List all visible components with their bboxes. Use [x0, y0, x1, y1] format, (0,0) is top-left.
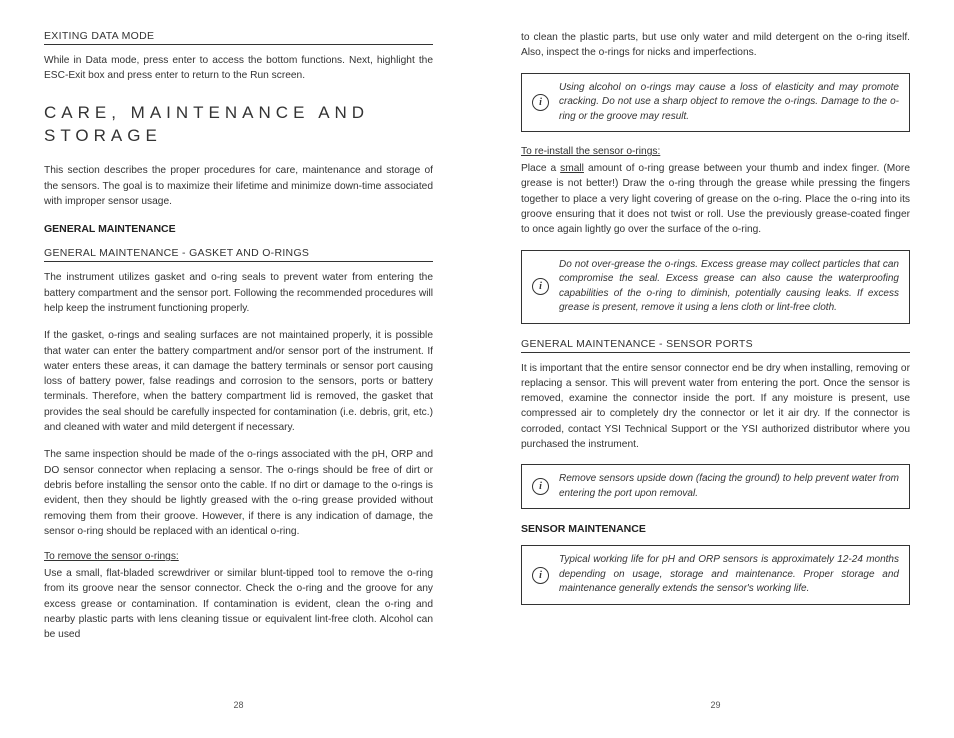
bold-header-sensor: SENSOR MAINTENANCE	[521, 523, 910, 535]
callout-text: Remove sensors upside down (facing the g…	[559, 472, 899, 501]
body-text: Place a small amount of o-ring grease be…	[521, 161, 910, 237]
intro-text: This section describes the proper proced…	[44, 163, 433, 209]
page-number-right: 29	[521, 700, 910, 738]
section-header-exiting: EXITING DATA MODE	[44, 30, 433, 45]
info-icon: i	[532, 278, 549, 295]
main-title-line1: CARE, MAINTENANCE AND	[44, 103, 369, 122]
callout-working-life: i Typical working life for pH and ORP se…	[521, 545, 910, 605]
info-icon: i	[532, 478, 549, 495]
body-text: If the gasket, o-rings and sealing surfa…	[44, 328, 433, 435]
callout-grease: i Do not over-grease the o-rings. Excess…	[521, 250, 910, 324]
right-page: to clean the plastic parts, but use only…	[477, 30, 954, 738]
left-page-content: EXITING DATA MODE While in Data mode, pr…	[44, 30, 433, 700]
callout-alcohol: i Using alcohol on o-rings may cause a l…	[521, 73, 910, 133]
callout-remove-sensors: i Remove sensors upside down (facing the…	[521, 464, 910, 509]
body-text: While in Data mode, press enter to acces…	[44, 53, 433, 84]
info-icon: i	[532, 567, 549, 584]
left-page: EXITING DATA MODE While in Data mode, pr…	[0, 30, 477, 738]
subsection-title-reinstall: To re-install the sensor o-rings:	[521, 146, 910, 157]
body-text: Use a small, flat-bladed screwdriver or …	[44, 566, 433, 642]
bold-header-general: GENERAL MAINTENANCE	[44, 223, 433, 235]
section-header-gasket: GENERAL MAINTENANCE - GASKET AND O-RINGS	[44, 247, 433, 262]
text-fragment: Place a	[521, 163, 560, 174]
body-text: The instrument utilizes gasket and o-rin…	[44, 270, 433, 316]
subsection-title-remove: To remove the sensor o-rings:	[44, 551, 433, 562]
body-text: The same inspection should be made of th…	[44, 447, 433, 539]
main-title-line2: STORAGE	[44, 126, 162, 145]
body-text: It is important that the entire sensor c…	[521, 361, 910, 453]
section-header-ports: GENERAL MAINTENANCE - SENSOR PORTS	[521, 338, 910, 353]
main-title: CARE, MAINTENANCE AND STORAGE	[44, 102, 433, 148]
page-number-left: 28	[44, 700, 433, 738]
callout-text: Do not over-grease the o-rings. Excess g…	[559, 258, 899, 316]
underlined-word: small	[560, 163, 584, 174]
callout-text: Using alcohol on o-rings may cause a los…	[559, 81, 899, 125]
right-page-content: to clean the plastic parts, but use only…	[521, 30, 910, 700]
info-icon: i	[532, 94, 549, 111]
callout-text: Typical working life for pH and ORP sens…	[559, 553, 899, 597]
body-text-cont: to clean the plastic parts, but use only…	[521, 30, 910, 61]
page-spread: EXITING DATA MODE While in Data mode, pr…	[0, 0, 954, 738]
